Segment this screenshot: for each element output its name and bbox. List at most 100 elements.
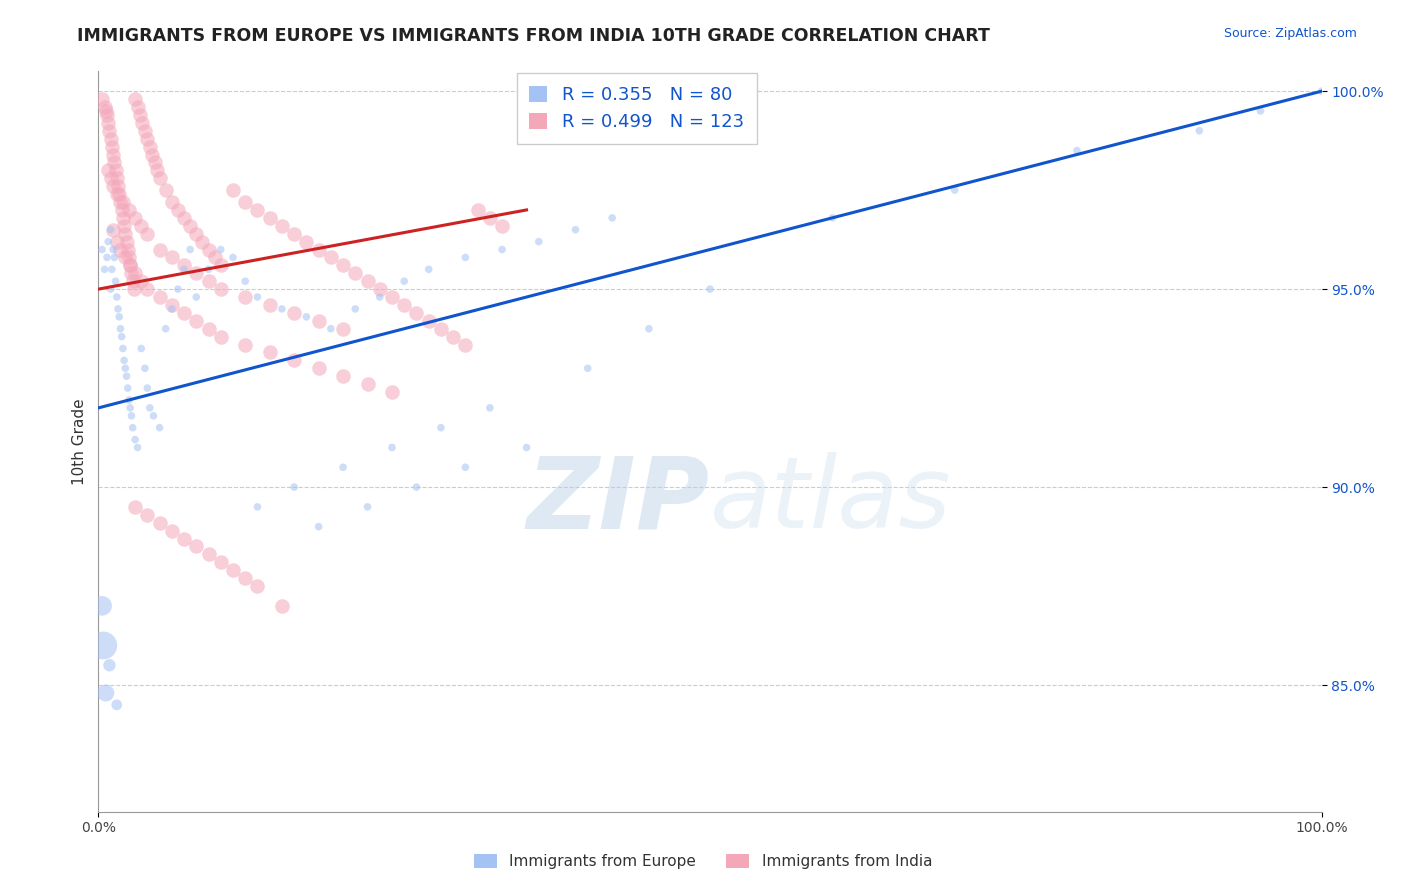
Point [246, 290, 269, 304]
Point [186, 227, 208, 241]
Point [381, 385, 404, 400]
Point [101, 262, 124, 277]
Point [173, 211, 195, 225]
Point [111, 194, 134, 209]
Point [155, 183, 177, 197]
Point [637, 322, 661, 336]
Point [91, 599, 114, 613]
Point [112, 353, 135, 368]
Point [430, 420, 453, 434]
Point [155, 322, 177, 336]
Point [467, 202, 489, 217]
Point [308, 519, 330, 533]
Point [114, 251, 136, 265]
Point [186, 314, 208, 328]
Point [368, 290, 391, 304]
Point [103, 251, 125, 265]
Point [222, 563, 245, 577]
Point [1066, 144, 1088, 158]
Point [100, 131, 122, 145]
Point [454, 251, 477, 265]
Point [173, 306, 195, 320]
Point [1249, 103, 1271, 118]
Point [124, 211, 146, 225]
Point [160, 251, 183, 265]
Point [356, 500, 378, 514]
Point [91, 92, 114, 106]
Point [381, 441, 404, 455]
Point [120, 258, 142, 272]
Text: ZIP: ZIP [527, 452, 710, 549]
Point [118, 202, 141, 217]
Point [101, 139, 124, 153]
Point [107, 179, 129, 194]
Point [186, 540, 208, 554]
Point [121, 420, 143, 434]
Point [101, 179, 124, 194]
Point [136, 381, 159, 395]
Point [129, 219, 152, 233]
Point [122, 282, 145, 296]
Point [295, 235, 318, 249]
Point [111, 211, 134, 225]
Point [136, 227, 159, 241]
Point [283, 306, 305, 320]
Point [105, 698, 128, 712]
Point [129, 342, 152, 356]
Point [356, 377, 378, 392]
Point [101, 243, 124, 257]
Point [418, 314, 440, 328]
Point [160, 524, 183, 538]
Point [491, 219, 513, 233]
Point [97, 116, 120, 130]
Point [270, 599, 294, 613]
Point [105, 171, 128, 186]
Point [160, 301, 183, 316]
Point [114, 361, 136, 376]
Point [120, 409, 142, 423]
Point [233, 337, 256, 351]
Point [233, 290, 256, 304]
Point [454, 460, 477, 475]
Point [179, 219, 201, 233]
Point [115, 235, 138, 249]
Point [141, 147, 163, 161]
Point [93, 262, 115, 277]
Point [114, 227, 136, 241]
Point [98, 658, 121, 673]
Point [368, 282, 391, 296]
Point [246, 202, 269, 217]
Point [118, 392, 141, 407]
Point [943, 183, 966, 197]
Point [344, 266, 367, 280]
Point [392, 298, 416, 312]
Point [186, 290, 208, 304]
Point [197, 274, 219, 288]
Point [160, 194, 183, 209]
Point [173, 262, 195, 277]
Point [209, 329, 232, 343]
Point [381, 290, 404, 304]
Point [107, 301, 129, 316]
Point [149, 516, 172, 530]
Point [136, 508, 159, 522]
Point [283, 227, 305, 241]
Point [173, 258, 195, 272]
Point [96, 108, 118, 122]
Point [120, 258, 142, 272]
Point [454, 337, 477, 351]
Point [121, 274, 143, 288]
Point [105, 235, 128, 249]
Point [134, 361, 156, 376]
Point [108, 310, 131, 324]
Legend: Immigrants from Europe, Immigrants from India: Immigrants from Europe, Immigrants from … [468, 848, 938, 875]
Point [104, 274, 127, 288]
Point [120, 266, 142, 280]
Point [108, 187, 131, 202]
Legend: R = 0.355   N = 80, R = 0.499   N = 123: R = 0.355 N = 80, R = 0.499 N = 123 [516, 73, 756, 144]
Point [246, 579, 269, 593]
Point [197, 262, 219, 277]
Point [146, 163, 169, 178]
Point [118, 251, 141, 265]
Point [124, 266, 146, 280]
